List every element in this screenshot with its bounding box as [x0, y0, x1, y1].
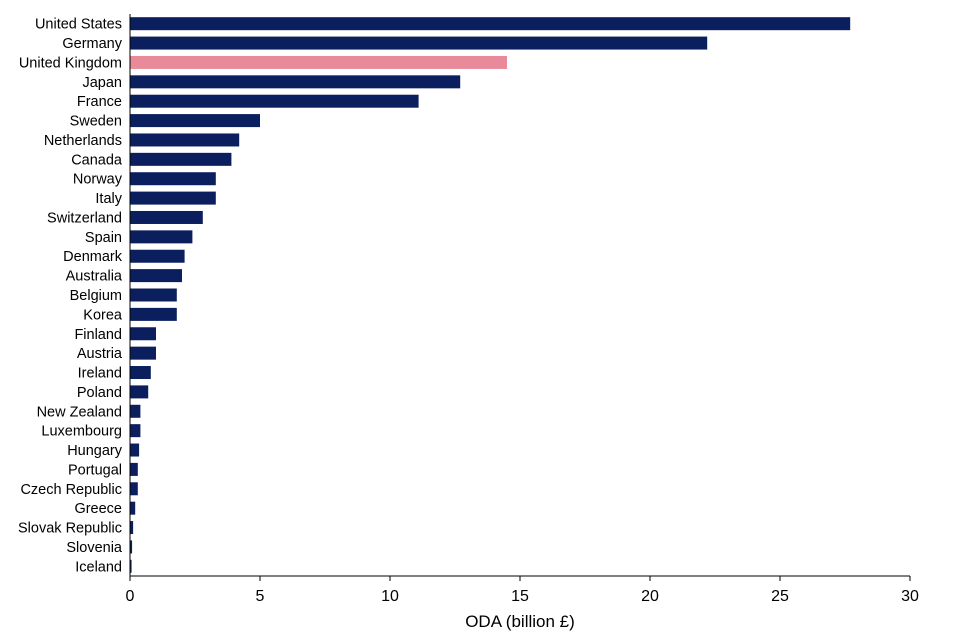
bar-australia — [130, 269, 182, 283]
category-label-czech-republic: Czech Republic — [20, 482, 122, 498]
category-label-slovenia: Slovenia — [66, 540, 123, 556]
category-label-netherlands: Netherlands — [44, 133, 122, 149]
category-label-portugal: Portugal — [68, 462, 122, 478]
x-tick-label-20: 20 — [641, 588, 659, 605]
x-tick-label-15: 15 — [511, 588, 529, 605]
bar-germany — [130, 36, 708, 50]
category-label-belgium: Belgium — [70, 288, 122, 304]
bar-ireland — [130, 366, 151, 380]
x-axis-title: ODA (billion £) — [465, 612, 575, 631]
category-label-iceland: Iceland — [75, 559, 122, 575]
bar-austria — [130, 346, 156, 360]
category-label-slovak-republic: Slovak Republic — [18, 521, 122, 537]
bar-norway — [130, 172, 216, 186]
x-tick-label-0: 0 — [126, 588, 135, 605]
category-label-spain: Spain — [85, 230, 122, 246]
x-tick-label-30: 30 — [901, 588, 919, 605]
bar-luxembourg — [130, 424, 141, 438]
category-label-luxembourg: Luxembourg — [41, 424, 122, 440]
bar-canada — [130, 152, 232, 166]
bar-new-zealand — [130, 404, 141, 418]
category-label-new-zealand: New Zealand — [37, 404, 122, 420]
bars-group — [130, 17, 851, 573]
bar-belgium — [130, 288, 177, 302]
x-tick-label-25: 25 — [771, 588, 789, 605]
bar-united-states — [130, 17, 851, 31]
category-label-canada: Canada — [71, 152, 123, 168]
category-label-switzerland: Switzerland — [47, 210, 122, 226]
category-label-united-states: United States — [35, 17, 122, 33]
bar-slovak-republic — [130, 521, 134, 535]
category-label-poland: Poland — [77, 385, 122, 401]
bar-slovenia — [130, 540, 133, 554]
category-label-greece: Greece — [74, 501, 122, 517]
bar-portugal — [130, 462, 138, 476]
bar-france — [130, 94, 419, 108]
bar-sweden — [130, 114, 260, 128]
category-label-denmark: Denmark — [63, 249, 123, 265]
category-labels: United States Germany United Kingdom Japan F… — [18, 17, 123, 576]
bar-korea — [130, 307, 177, 321]
bar-united-kingdom — [130, 55, 507, 69]
category-label-korea: Korea — [83, 307, 123, 323]
bar-iceland — [130, 559, 132, 573]
category-label-austria: Austria — [77, 346, 123, 362]
category-label-japan: Japan — [82, 75, 122, 91]
category-label-united-kingdom: United Kingdom — [19, 55, 122, 71]
bar-switzerland — [130, 210, 203, 224]
bar-poland — [130, 385, 149, 399]
category-label-sweden: Sweden — [70, 114, 122, 130]
category-label-ireland: Ireland — [78, 366, 122, 382]
x-tick-label-5: 5 — [256, 588, 265, 605]
category-label-italy: Italy — [95, 191, 122, 207]
bar-greece — [130, 501, 136, 515]
bar-czech-republic — [130, 482, 138, 496]
category-label-norway: Norway — [73, 172, 123, 188]
bar-finland — [130, 327, 156, 341]
category-label-germany: Germany — [62, 36, 122, 52]
bar-hungary — [130, 443, 140, 457]
x-tick-label-10: 10 — [381, 588, 399, 605]
bar-spain — [130, 230, 193, 244]
category-label-hungary: Hungary — [67, 443, 123, 459]
bar-denmark — [130, 249, 185, 263]
category-label-france: France — [77, 94, 122, 110]
bar-netherlands — [130, 133, 240, 147]
bar-italy — [130, 191, 216, 205]
bar-japan — [130, 75, 461, 89]
category-label-australia: Australia — [66, 269, 123, 285]
x-axis-ticks: 0 5 10 15 20 25 30 — [126, 576, 919, 605]
category-label-finland: Finland — [74, 327, 122, 343]
